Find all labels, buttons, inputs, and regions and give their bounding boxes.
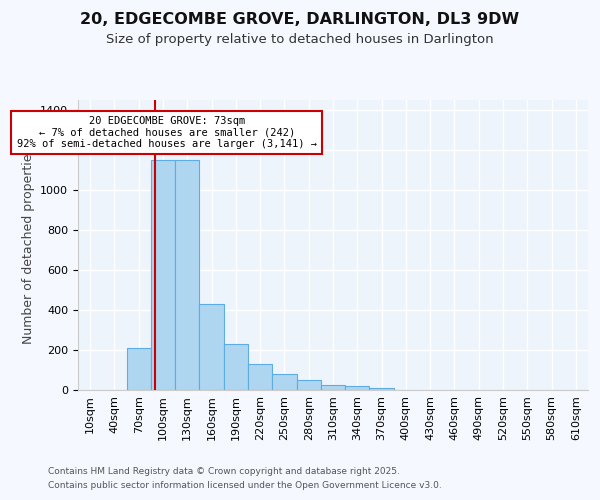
Bar xyxy=(370,388,394,390)
Bar xyxy=(248,364,272,390)
Bar xyxy=(175,160,199,390)
Bar xyxy=(296,380,321,390)
Bar xyxy=(321,385,345,390)
Text: Size of property relative to detached houses in Darlington: Size of property relative to detached ho… xyxy=(106,32,494,46)
Text: Contains HM Land Registry data © Crown copyright and database right 2025.: Contains HM Land Registry data © Crown c… xyxy=(48,467,400,476)
Bar xyxy=(127,348,151,390)
Text: 20, EDGECOMBE GROVE, DARLINGTON, DL3 9DW: 20, EDGECOMBE GROVE, DARLINGTON, DL3 9DW xyxy=(80,12,520,28)
Bar xyxy=(345,386,370,390)
Y-axis label: Number of detached properties: Number of detached properties xyxy=(22,146,35,344)
Text: Contains public sector information licensed under the Open Government Licence v3: Contains public sector information licen… xyxy=(48,481,442,490)
Bar xyxy=(199,304,224,390)
Bar xyxy=(272,374,296,390)
Bar xyxy=(151,160,175,390)
Text: 20 EDGECOMBE GROVE: 73sqm
← 7% of detached houses are smaller (242)
92% of semi-: 20 EDGECOMBE GROVE: 73sqm ← 7% of detach… xyxy=(17,116,317,149)
Bar xyxy=(224,344,248,390)
